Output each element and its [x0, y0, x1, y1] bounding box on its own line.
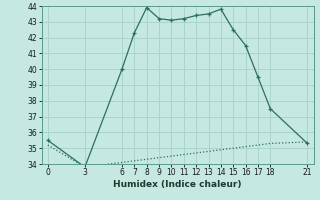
X-axis label: Humidex (Indice chaleur): Humidex (Indice chaleur)	[113, 180, 242, 189]
